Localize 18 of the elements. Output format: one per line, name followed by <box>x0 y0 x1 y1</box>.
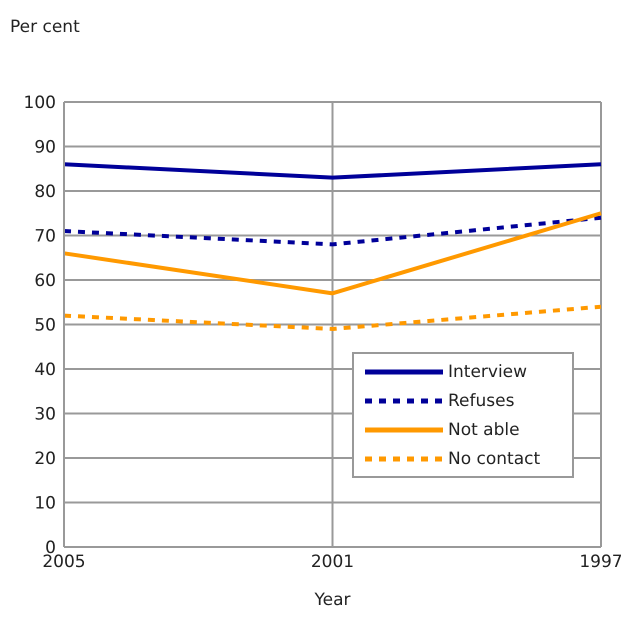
y-axis-title: Per cent <box>10 17 80 37</box>
legend-label: Not able <box>448 420 520 440</box>
y-tick-label: 60 <box>34 271 56 292</box>
y-tick-label: 40 <box>34 360 56 380</box>
y-tick-label: 30 <box>34 404 56 425</box>
y-tick-label: 90 <box>34 138 56 158</box>
y-tick-label: 70 <box>34 226 56 247</box>
y-tick-label: 100 <box>24 93 56 114</box>
x-axis-title: Year <box>314 590 351 610</box>
x-tick-label: 1997 <box>579 552 621 572</box>
x-tick-label: 2001 <box>310 552 354 572</box>
y-tick-label: 20 <box>34 449 56 470</box>
legend-label: Interview <box>448 362 528 382</box>
y-tick-label: 50 <box>34 316 56 336</box>
legend-label: No contact <box>448 448 540 468</box>
legend-label: Refuses <box>448 390 514 410</box>
y-tick-label: 10 <box>34 494 56 514</box>
y-tick-label: 80 <box>34 182 56 202</box>
